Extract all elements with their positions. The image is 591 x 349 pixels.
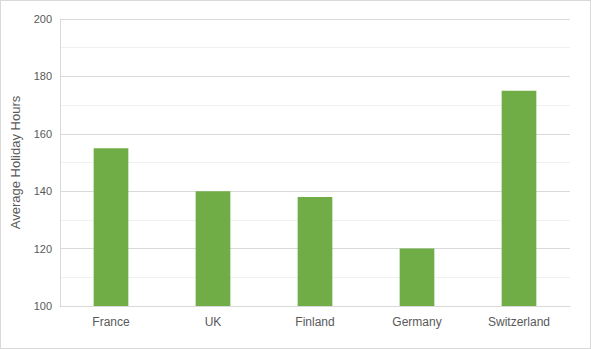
- svg-text:France: France: [92, 315, 130, 329]
- svg-text:180: 180: [34, 70, 52, 82]
- svg-text:160: 160: [34, 128, 52, 140]
- svg-text:140: 140: [34, 185, 52, 197]
- svg-text:120: 120: [34, 243, 52, 255]
- svg-text:200: 200: [34, 13, 52, 25]
- svg-text:Average Holiday Hours: Average Holiday Hours: [8, 95, 23, 229]
- svg-text:Germany: Germany: [392, 315, 441, 329]
- svg-text:Switzerland: Switzerland: [488, 315, 550, 329]
- svg-text:UK: UK: [205, 315, 222, 329]
- svg-text:100: 100: [34, 300, 52, 312]
- svg-text:Finland: Finland: [295, 315, 334, 329]
